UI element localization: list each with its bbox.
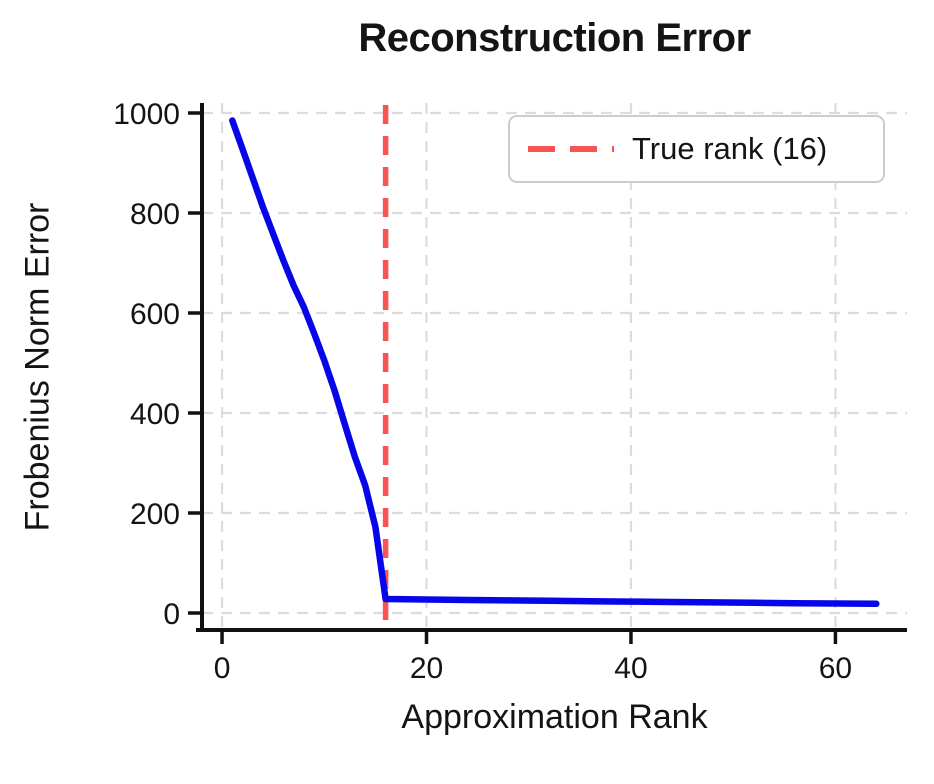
x-tick-label: 20 bbox=[410, 652, 443, 685]
x-axis-label: Approximation Rank bbox=[401, 698, 708, 736]
error-curve bbox=[229, 117, 880, 608]
y-tick-label: 200 bbox=[130, 498, 180, 531]
y-axis-label: Frobenius Norm Error bbox=[18, 202, 57, 532]
y-tick-label: 600 bbox=[130, 298, 180, 331]
data-series bbox=[229, 105, 880, 629]
y-tick-label: 400 bbox=[130, 398, 180, 431]
y-tick-label: 1000 bbox=[113, 98, 180, 131]
legend-label: True rank (16) bbox=[632, 131, 828, 166]
legend-box: True rank (16) bbox=[508, 115, 885, 183]
x-tick-label: 0 bbox=[214, 652, 231, 685]
legend-dash-icon bbox=[528, 146, 614, 152]
chart-title: Reconstruction Error bbox=[358, 16, 751, 60]
gridlines bbox=[202, 103, 907, 630]
x-tick-label: 40 bbox=[614, 652, 647, 685]
axes bbox=[188, 103, 907, 644]
x-tick-label: 60 bbox=[819, 652, 852, 685]
y-tick-label: 0 bbox=[163, 598, 180, 631]
y-tick-label: 800 bbox=[130, 198, 180, 231]
